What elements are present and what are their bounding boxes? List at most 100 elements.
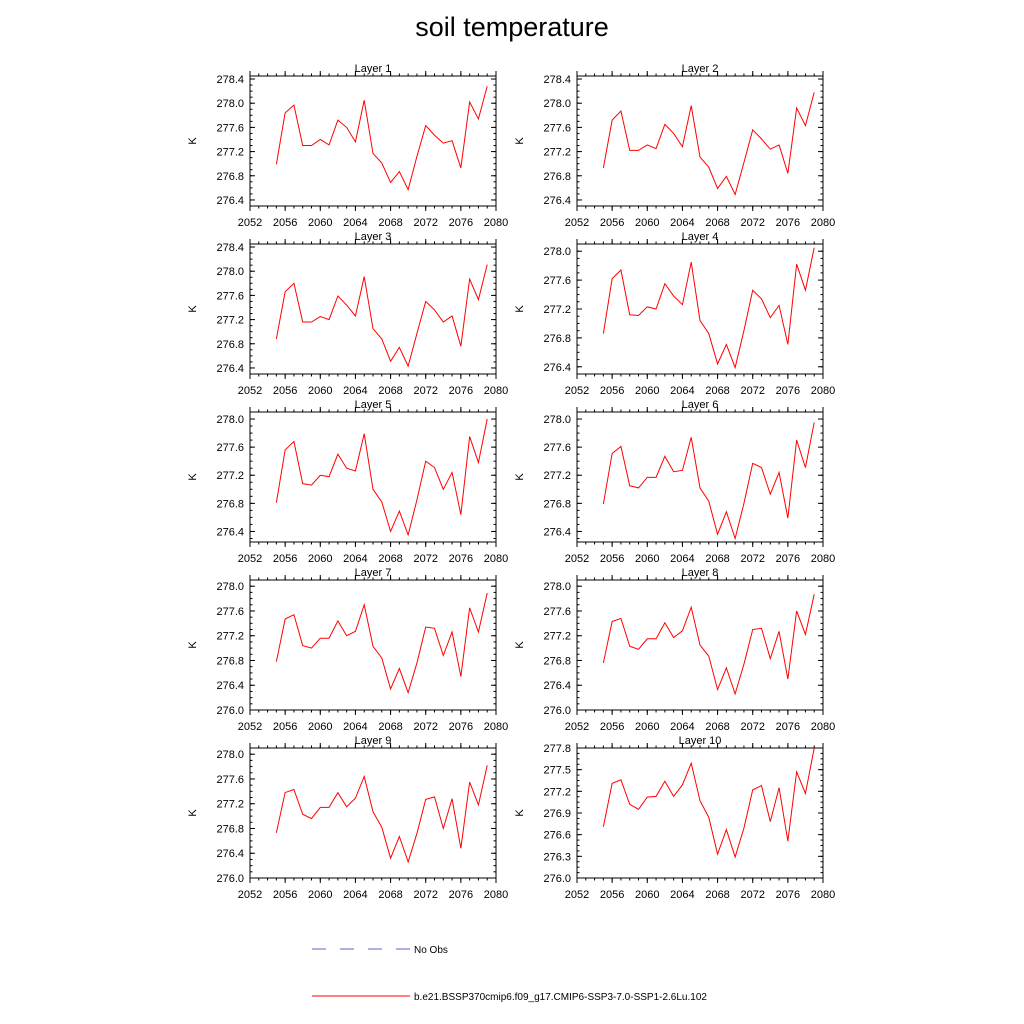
x-tick-label: 2056 xyxy=(273,721,297,733)
x-tick-label: 2060 xyxy=(635,217,659,229)
panel-title: Layer 8 xyxy=(682,567,719,579)
y-tick-label: 276.3 xyxy=(543,851,571,863)
plot-frame xyxy=(576,75,824,207)
series-line xyxy=(602,247,815,370)
series-line xyxy=(275,418,488,537)
x-tick-label: 2060 xyxy=(308,385,332,397)
x-tick-label: 2064 xyxy=(670,889,694,901)
panel-layer-1: Layer 1 K 276.4 276.8 277.2 277.6 278.0 278.4 20… xyxy=(187,63,508,229)
plot-frame xyxy=(576,411,824,543)
panel-title: Layer 1 xyxy=(355,63,392,75)
y-tick-label: 276.4 xyxy=(543,362,571,374)
x-tick-label: 2080 xyxy=(811,217,835,229)
x-tick-label: 2068 xyxy=(705,889,729,901)
series-line xyxy=(602,594,815,696)
x-tick-label: 2076 xyxy=(776,217,800,229)
x-tick-label: 2064 xyxy=(670,385,694,397)
panel-title: Layer 4 xyxy=(682,231,719,243)
series-line xyxy=(275,86,488,192)
y-tick-label: 277.8 xyxy=(543,743,571,755)
series-line xyxy=(602,747,815,859)
x-tick-label: 2076 xyxy=(449,217,473,229)
x-tick-label: 2064 xyxy=(343,721,367,733)
y-axis-label: K xyxy=(514,641,526,649)
y-tick-label: 278.0 xyxy=(543,581,571,593)
y-tick-label: 278.4 xyxy=(216,242,244,254)
x-tick-label: 2076 xyxy=(776,721,800,733)
x-tick-label: 2072 xyxy=(413,721,437,733)
y-tick-label: 277.6 xyxy=(216,606,244,618)
x-tick-label: 2080 xyxy=(484,889,508,901)
legend-model-label: b.e21.BSSP370cmip6.f09_g17.CMIP6-SSP3-7.… xyxy=(414,992,707,1003)
y-tick-label: 276.6 xyxy=(543,830,571,842)
y-tick-label: 277.2 xyxy=(543,786,571,798)
y-tick-label: 277.6 xyxy=(543,275,571,287)
x-tick-label: 2052 xyxy=(238,553,262,565)
y-tick-label: 276.0 xyxy=(543,705,571,717)
y-tick-label: 276.4 xyxy=(216,363,244,375)
x-tick-label: 2076 xyxy=(776,385,800,397)
series-line xyxy=(602,92,815,196)
y-tick-label: 276.8 xyxy=(216,655,244,667)
y-tick-label: 276.8 xyxy=(543,333,571,345)
x-tick-label: 2056 xyxy=(600,553,624,565)
panel-layer-8: Layer 8 K 276.0 276.4 276.8 277.2 277.6 278.0 20… xyxy=(514,567,835,733)
y-tick-label: 277.6 xyxy=(216,122,244,134)
y-tick-label: 277.6 xyxy=(216,774,244,786)
x-tick-label: 2072 xyxy=(740,553,764,565)
x-tick-label: 2064 xyxy=(670,217,694,229)
x-tick-label: 2080 xyxy=(811,385,835,397)
x-tick-label: 2056 xyxy=(600,721,624,733)
x-tick-label: 2080 xyxy=(484,553,508,565)
y-tick-label: 277.2 xyxy=(543,631,571,643)
panel-title: Layer 6 xyxy=(682,399,719,411)
x-tick-label: 2076 xyxy=(449,721,473,733)
y-tick-label: 276.8 xyxy=(216,498,244,510)
y-tick-label: 278.0 xyxy=(543,414,571,426)
panel-layer-10: Layer 10 K 276.0 276.3 276.6 276.9 277.2 277.5 2… xyxy=(514,735,835,901)
plot-frame xyxy=(576,747,824,879)
y-axis-label: K xyxy=(514,473,526,481)
x-tick-label: 2080 xyxy=(811,553,835,565)
x-tick-label: 2060 xyxy=(308,217,332,229)
y-tick-label: 278.0 xyxy=(216,749,244,761)
y-tick-label: 277.5 xyxy=(543,765,571,777)
x-tick-label: 2064 xyxy=(670,721,694,733)
y-tick-label: 277.2 xyxy=(543,304,571,316)
x-tick-label: 2072 xyxy=(413,889,437,901)
y-tick-label: 276.8 xyxy=(216,171,244,183)
x-tick-label: 2068 xyxy=(378,217,402,229)
panel-layer-3: Layer 3 K 276.4 276.8 277.2 277.6 278.0 278.4 20… xyxy=(187,231,508,397)
x-tick-label: 2068 xyxy=(378,553,402,565)
x-tick-label: 2080 xyxy=(484,721,508,733)
x-tick-label: 2072 xyxy=(740,385,764,397)
x-tick-label: 2060 xyxy=(635,889,659,901)
y-tick-label: 278.0 xyxy=(543,246,571,258)
y-tick-label: 278.0 xyxy=(216,414,244,426)
y-tick-label: 277.2 xyxy=(216,315,244,327)
series-line xyxy=(602,422,815,541)
x-tick-label: 2068 xyxy=(705,217,729,229)
x-tick-label: 2052 xyxy=(565,385,589,397)
panel-layer-4: Layer 4 K 276.4 276.8 277.2 277.6 278.0 2052 205… xyxy=(514,231,835,397)
panel-layer-6: Layer 6 K 276.4 276.8 277.2 277.6 278.0 2052 205… xyxy=(514,399,835,565)
y-tick-label: 276.0 xyxy=(216,873,244,885)
panel-layer-9: Layer 9 K 276.0 276.4 276.8 277.2 277.6 278.0 20… xyxy=(187,735,508,901)
y-axis-label: K xyxy=(187,305,199,313)
y-tick-label: 277.6 xyxy=(216,290,244,302)
y-tick-label: 278.4 xyxy=(216,74,244,86)
y-axis-label: K xyxy=(514,809,526,817)
panel-title: Layer 9 xyxy=(355,735,392,747)
x-tick-label: 2072 xyxy=(740,721,764,733)
y-tick-label: 276.0 xyxy=(216,705,244,717)
x-tick-label: 2076 xyxy=(449,553,473,565)
y-tick-label: 276.8 xyxy=(216,823,244,835)
y-axis-label: K xyxy=(187,809,199,817)
x-tick-label: 2080 xyxy=(484,385,508,397)
y-axis-label: K xyxy=(187,137,199,145)
x-tick-label: 2056 xyxy=(273,889,297,901)
x-tick-label: 2072 xyxy=(413,217,437,229)
y-tick-label: 276.9 xyxy=(543,808,571,820)
plot-frame xyxy=(249,243,497,375)
x-tick-label: 2080 xyxy=(811,889,835,901)
